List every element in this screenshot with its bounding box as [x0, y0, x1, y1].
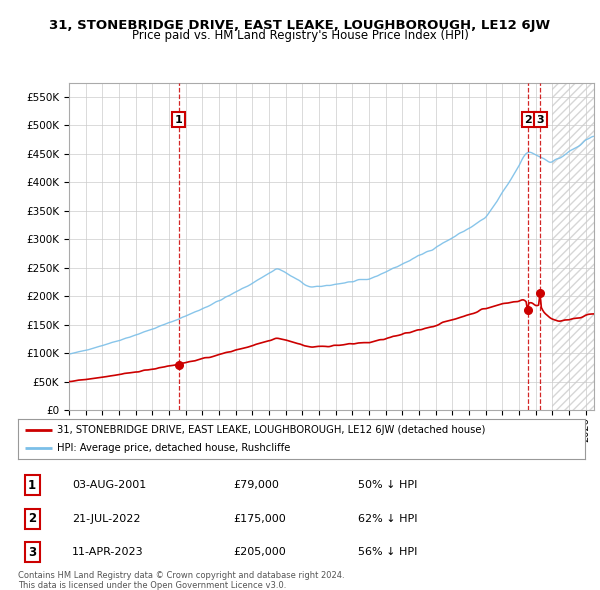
- Text: Contains HM Land Registry data © Crown copyright and database right 2024.: Contains HM Land Registry data © Crown c…: [18, 571, 344, 579]
- Text: 62% ↓ HPI: 62% ↓ HPI: [358, 514, 418, 524]
- Text: 03-AUG-2001: 03-AUG-2001: [72, 480, 146, 490]
- Text: HPI: Average price, detached house, Rushcliffe: HPI: Average price, detached house, Rush…: [56, 443, 290, 453]
- Text: 56% ↓ HPI: 56% ↓ HPI: [358, 547, 418, 557]
- Text: £205,000: £205,000: [233, 547, 286, 557]
- Text: Price paid vs. HM Land Registry's House Price Index (HPI): Price paid vs. HM Land Registry's House …: [131, 30, 469, 42]
- Text: £79,000: £79,000: [233, 480, 280, 490]
- Text: 31, STONEBRIDGE DRIVE, EAST LEAKE, LOUGHBOROUGH, LE12 6JW (detached house): 31, STONEBRIDGE DRIVE, EAST LEAKE, LOUGH…: [56, 425, 485, 435]
- Text: 1: 1: [28, 478, 36, 491]
- Text: 1: 1: [175, 114, 182, 124]
- Text: 3: 3: [536, 114, 544, 124]
- Text: 11-APR-2023: 11-APR-2023: [72, 547, 143, 557]
- Text: 2: 2: [28, 512, 36, 525]
- Text: 31, STONEBRIDGE DRIVE, EAST LEAKE, LOUGHBOROUGH, LE12 6JW: 31, STONEBRIDGE DRIVE, EAST LEAKE, LOUGH…: [49, 19, 551, 32]
- Text: 2: 2: [524, 114, 532, 124]
- Text: This data is licensed under the Open Government Licence v3.0.: This data is licensed under the Open Gov…: [18, 581, 286, 589]
- Text: £175,000: £175,000: [233, 514, 286, 524]
- Text: 3: 3: [28, 546, 36, 559]
- Text: 21-JUL-2022: 21-JUL-2022: [72, 514, 140, 524]
- Bar: [553, 68, 600, 410]
- Text: 50% ↓ HPI: 50% ↓ HPI: [358, 480, 418, 490]
